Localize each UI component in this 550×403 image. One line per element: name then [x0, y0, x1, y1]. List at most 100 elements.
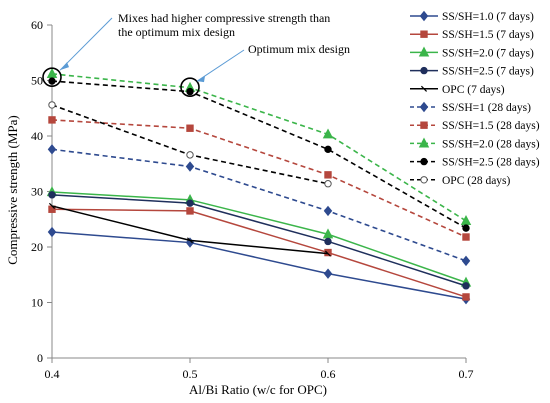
data-point — [186, 124, 194, 132]
annotation-arrowhead — [197, 76, 205, 83]
series-10 — [48, 101, 332, 188]
data-point — [48, 202, 56, 209]
legend-label: SS/SH=1.0 (7 days) — [442, 11, 534, 23]
x-tick-label: 0.4 — [45, 367, 60, 381]
data-point — [186, 207, 194, 215]
legend-marker — [420, 121, 428, 129]
data-point — [48, 116, 56, 124]
series-6 — [47, 144, 471, 267]
data-point — [324, 248, 332, 257]
legend-label: SS/SH=1 (28 days) — [442, 102, 531, 114]
annotation-arrowhead — [60, 62, 69, 71]
annotation-layer: Mixes had higher compressive strength th… — [42, 11, 350, 97]
y-tick-label: 20 — [31, 240, 43, 254]
data-point — [186, 151, 194, 159]
data-point — [323, 205, 333, 217]
legend-marker — [420, 157, 428, 166]
annotation-arrow — [196, 49, 245, 82]
data-point — [48, 101, 56, 109]
series-layer — [46, 67, 472, 305]
series-7 — [48, 116, 470, 241]
series-line — [51, 104, 329, 185]
legend-label: SS/SH=1.5 (7 days) — [442, 29, 534, 41]
data-point — [324, 180, 332, 188]
data-point — [185, 161, 195, 172]
series-2 — [48, 205, 470, 301]
legend-item: SS/SH=1 (28 days) — [410, 101, 531, 114]
series-line — [51, 80, 467, 229]
legend-marker — [419, 101, 429, 113]
highlight-circle — [180, 77, 200, 97]
series-9 — [48, 77, 470, 232]
legend-item: SS/SH=2.0 (7 days) — [410, 46, 534, 59]
legend-item: SS/SH=2.5 (7 days) — [410, 66, 534, 78]
legend-item: OPC (28 days) — [410, 175, 511, 187]
y-tick-label: 10 — [31, 296, 43, 310]
legend-label: SS/SH=2.0 (7 days) — [442, 47, 534, 59]
legend-marker — [420, 30, 428, 38]
data-point — [462, 233, 470, 241]
data-point — [186, 87, 194, 96]
legend-label: SS/SH=2.5 (7 days) — [442, 66, 534, 78]
y-tick-label: 30 — [31, 185, 43, 199]
legend-item: OPC (7 days) — [410, 84, 505, 96]
data-point — [48, 77, 56, 85]
y-axis-label: Compressive strength (MPa) — [5, 115, 20, 264]
data-point — [462, 293, 470, 301]
data-point — [186, 199, 194, 207]
annotation-text: the optimum mix design — [118, 25, 235, 39]
data-point — [47, 144, 57, 155]
data-point — [462, 282, 470, 290]
legend-marker — [418, 137, 430, 148]
legend-marker — [418, 46, 430, 57]
legend-label: OPC (7 days) — [442, 84, 505, 96]
axes: 0 10 20 30 40 50 60 0.4 0.5 0.6 0.7 — [31, 18, 474, 381]
legend-label: SS/SH=1.5 (28 days) — [442, 120, 540, 132]
series-line — [51, 231, 467, 300]
data-point — [46, 67, 58, 78]
legend-label: OPC (28 days) — [442, 175, 511, 187]
legend-item: SS/SH=2.0 (28 days) — [410, 137, 540, 150]
x-tick-label: 0.7 — [459, 367, 474, 381]
data-point — [322, 128, 334, 139]
data-point — [461, 255, 471, 267]
y-tick-label: 40 — [31, 129, 43, 143]
legend-label: SS/SH=2.0 (28 days) — [442, 138, 540, 150]
legend: SS/SH=1.0 (7 days) SS/SH=1.5 (7 days) SS/S… — [410, 10, 540, 187]
legend-item: SS/SH=1.5 (7 days) — [410, 29, 534, 41]
x-axis-label: Al/Bi Ratio (w/c for OPC) — [189, 382, 327, 397]
data-point — [324, 145, 332, 154]
annotation-text: Optimum mix design — [248, 42, 350, 56]
legend-marker — [419, 10, 429, 22]
y-tick-label: 60 — [31, 18, 43, 32]
data-point — [324, 171, 332, 179]
series-line — [51, 148, 467, 262]
series-line — [51, 208, 467, 298]
y-tick-label: 0 — [37, 351, 43, 365]
annotation-arrow — [59, 17, 113, 71]
highlight-circle — [42, 67, 62, 87]
x-tick-label: 0.6 — [321, 367, 336, 381]
data-point — [324, 237, 332, 246]
series-8 — [46, 67, 472, 226]
series-5 — [48, 202, 332, 257]
data-point — [324, 250, 332, 257]
legend-marker — [420, 85, 428, 92]
data-point — [462, 224, 470, 232]
legend-item: SS/SH=1.5 (28 days) — [410, 120, 540, 132]
legend-item: SS/SH=1.0 (7 days) — [410, 10, 534, 23]
y-tick-label: 50 — [31, 74, 43, 88]
data-point — [48, 191, 56, 199]
series-4 — [48, 191, 470, 290]
legend-label: SS/SH=2.5 (28 days) — [442, 157, 540, 169]
series-line — [51, 194, 467, 287]
legend-marker — [420, 176, 428, 184]
data-point — [460, 215, 472, 226]
data-point — [186, 237, 194, 244]
series-line — [51, 191, 467, 284]
legend-item: SS/SH=2.5 (28 days) — [410, 157, 540, 169]
series-line — [51, 73, 467, 222]
series-line — [51, 119, 467, 238]
legend-marker — [420, 66, 428, 75]
